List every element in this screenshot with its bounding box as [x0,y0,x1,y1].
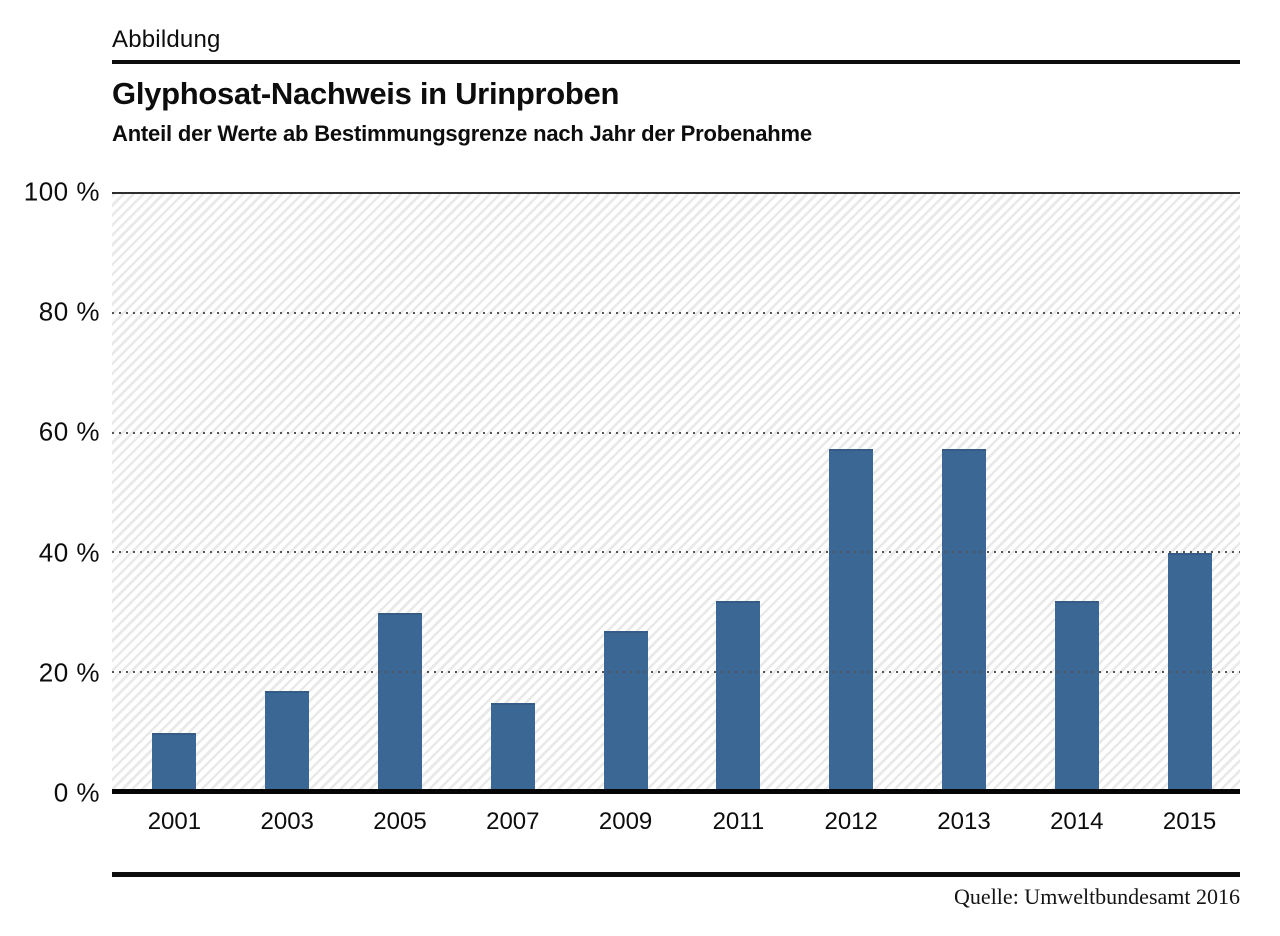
y-tick-label: 20 % [38,657,100,688]
gridline-20 [112,671,1240,674]
y-tick-label: 100 % [23,176,100,207]
gridline-40 [112,551,1240,554]
bar-2013 [941,448,986,793]
bar-cell-2011 [676,194,789,793]
x-tick-label-2015: 2015 [1162,808,1217,835]
bar-2009 [603,631,648,793]
gridline-80 [112,311,1240,314]
y-tick-label: 80 % [38,296,100,327]
figure-label: Abbildung [112,26,221,53]
bar-2011 [716,601,761,793]
bar-cell-2007 [450,194,563,793]
bar-cell-2012 [789,194,902,793]
bar-cell-2005 [338,194,451,793]
chart-title: Glyphosat-Nachweis in Urinproben [112,76,620,111]
bar-2001 [152,733,197,793]
bar-cell-2014 [1014,194,1127,793]
footer-divider [112,872,1240,877]
x-tick-label-2001: 2001 [147,808,202,835]
chart-subtitle: Anteil der Werte ab Bestimmungsgrenze na… [112,121,812,146]
y-tick-label: 0 % [53,777,100,808]
x-tick-label-2007: 2007 [486,808,540,835]
bar-cell-2009 [563,194,676,793]
x-tick-label-2009: 2009 [598,808,653,835]
plot-area [112,192,1240,794]
bar-2012 [829,448,874,793]
x-tick-label-2012: 2012 [824,808,878,835]
bar-2003 [265,691,310,793]
y-axis: 0 % 20 % 40 % 60 % 80 % 100 % [0,177,100,808]
x-tick-label-2014: 2014 [1050,808,1104,835]
gridline-60 [112,431,1240,434]
x-tick-label-2005: 2005 [373,808,427,835]
bar-cell-2013 [902,194,1015,793]
bar-2005 [377,613,422,793]
bar-series [112,194,1240,793]
bar-2007 [490,703,535,793]
x-tick-label-2013: 2013 [937,808,991,835]
source-caption: Quelle: Umweltbundesamt 2016 [954,884,1240,909]
y-tick-label: 60 % [38,416,100,447]
bar-2014 [1054,601,1099,793]
x-tick-label-2003: 2003 [260,808,314,835]
bar-cell-2003 [225,194,338,793]
bar-cell-2001 [112,194,225,793]
bar-cell-2015 [1127,194,1240,793]
bar-2015 [1167,553,1212,793]
y-tick-label: 40 % [38,537,100,568]
x-tick-label-2011: 2011 [712,808,765,835]
header-divider [112,60,1240,64]
x-axis-baseline [112,789,1240,794]
x-axis: 2001 2003 2005 2007 2009 2011 2012 2013 2014 2015 [112,808,1240,836]
